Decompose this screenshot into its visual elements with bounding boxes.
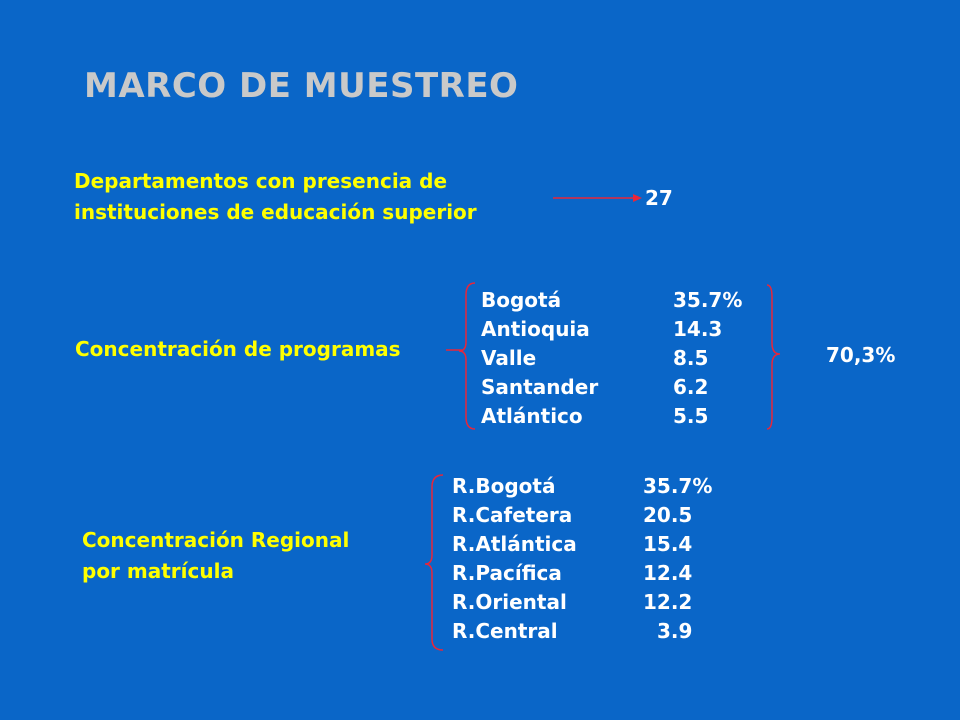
regional-label-line1: Concentración Regional (82, 528, 350, 552)
region-row-value: 20.5 (643, 503, 693, 527)
region-row-name: R.Pacífica (452, 561, 562, 585)
region-row-name: R.Central (452, 619, 558, 643)
program-row-value: 14.3 (673, 317, 723, 341)
program-row-name: Valle (481, 346, 537, 370)
region-row-name: R.Bogotá (452, 474, 556, 498)
page-title: MARCO DE MUESTREO (84, 66, 519, 106)
region-row-name: R.Atlántica (452, 532, 577, 556)
program-row-value: 35.7% (673, 288, 743, 312)
departments-label: Departamentos con presencia de instituci… (74, 166, 477, 228)
programs-right-brace (766, 284, 781, 430)
region-row-value: 3.9 (657, 619, 693, 643)
programs-total: 70,3% (826, 343, 896, 367)
region-row-value: 12.4 (643, 561, 693, 585)
region-row-name: R.Cafetera (452, 503, 573, 527)
program-row-value: 5.5 (673, 404, 709, 428)
program-row-value: 8.5 (673, 346, 709, 370)
regional-left-brace (424, 474, 444, 651)
departments-label-line2: instituciones de educación superior (74, 200, 477, 224)
departments-value: 27 (645, 186, 673, 210)
program-row-value: 6.2 (673, 375, 709, 399)
programs-left-brace (458, 282, 476, 430)
program-row-name: Antioquia (481, 317, 590, 341)
program-row-name: Santander (481, 375, 599, 399)
program-row-name: Bogotá (481, 288, 562, 312)
arrow-head-icon (633, 194, 642, 202)
region-row-name: R.Oriental (452, 590, 567, 614)
regional-label: Concentración Regional por matrícula (82, 525, 349, 587)
program-row-name: Atlántico (481, 404, 583, 428)
region-row-value: 35.7% (643, 474, 713, 498)
region-row-value: 12.2 (643, 590, 693, 614)
region-row-value: 15.4 (643, 532, 693, 556)
programs-label: Concentración de programas (75, 337, 401, 361)
regional-label-line2: por matrícula (82, 559, 234, 583)
departments-label-line1: Departamentos con presencia de (74, 169, 448, 193)
